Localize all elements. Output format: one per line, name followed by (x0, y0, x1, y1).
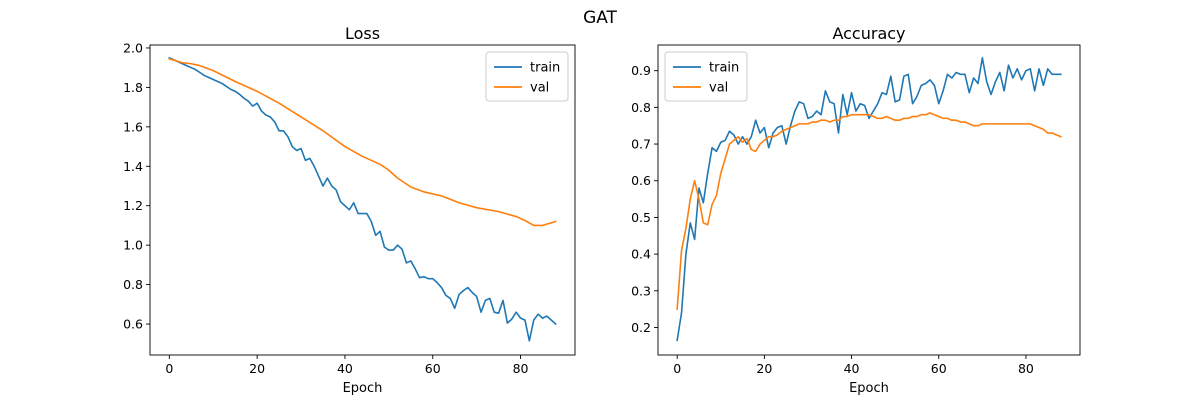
accuracy-legend-box (664, 51, 748, 102)
accuracy-ytick-label: 0.5 (631, 210, 651, 225)
accuracy-series-val-line (676, 112, 1062, 310)
accuracy-ytick-label: 0.9 (631, 63, 651, 78)
loss-xtick-label: 20 (249, 361, 265, 376)
loss-ytick-label: 0.6 (123, 317, 143, 332)
accuracy-legend: train val (664, 51, 748, 102)
loss-ytick-label: 1.0 (123, 238, 143, 253)
loss-legend-box (485, 51, 569, 102)
loss-xtick-label: 80 (513, 361, 529, 376)
accuracy-legend-label-val: val (709, 81, 728, 96)
accuracy-xlabel: Epoch (849, 381, 889, 396)
accuracy-axes-frame (657, 44, 1081, 356)
loss-legend-label-val: val (530, 81, 549, 96)
loss-series-val-line (168, 57, 557, 227)
accuracy-ytick-label: 0.4 (631, 247, 651, 262)
loss-title: Loss (345, 24, 380, 43)
accuracy-ytick-label: 0.7 (631, 137, 651, 152)
accuracy-title: Accuracy (832, 24, 905, 43)
loss-xtick-label: 40 (337, 361, 353, 376)
loss-ytick-label: 1.6 (123, 119, 143, 134)
figure-title: GAT (583, 8, 617, 28)
accuracy-ytick-label: 0.8 (631, 100, 651, 115)
accuracy-ytick-label: 0.6 (631, 173, 651, 188)
loss-panel: Loss 0 20 40 60 80 0.6 0.8 1.0 1.2 1.4 1.6 1.8 2.0 Epo… (123, 24, 576, 396)
accuracy-ytick-label: 0.2 (631, 320, 651, 335)
loss-legend-label-train: train (530, 61, 560, 76)
loss-series-train-line (168, 56, 557, 342)
accuracy-ytick-label: 0.3 (631, 283, 651, 298)
loss-xtick-label: 0 (165, 361, 173, 376)
accuracy-xtick-label: 40 (844, 361, 860, 376)
loss-ytick-label: 1.8 (123, 80, 143, 95)
accuracy-xtick-label: 60 (931, 361, 947, 376)
loss-ytick-label: 1.4 (123, 159, 143, 174)
accuracy-legend-label-train: train (709, 61, 739, 76)
loss-ytick-label: 2.0 (123, 40, 143, 55)
loss-xlabel: Epoch (343, 381, 383, 396)
accuracy-xtick-label: 0 (673, 361, 681, 376)
accuracy-xtick-label: 20 (756, 361, 772, 376)
loss-legend: train val (485, 51, 569, 102)
loss-ytick-label: 0.8 (123, 277, 143, 292)
accuracy-xtick-label: 80 (1018, 361, 1034, 376)
accuracy-panel: Accuracy 0 20 40 60 80 0.2 0.3 0.4 0.5 0.6 0.7 0.8 0.… (631, 24, 1081, 396)
loss-ytick-label: 1.2 (123, 198, 143, 213)
loss-axes-frame (149, 44, 576, 356)
loss-xtick-label: 60 (425, 361, 441, 376)
